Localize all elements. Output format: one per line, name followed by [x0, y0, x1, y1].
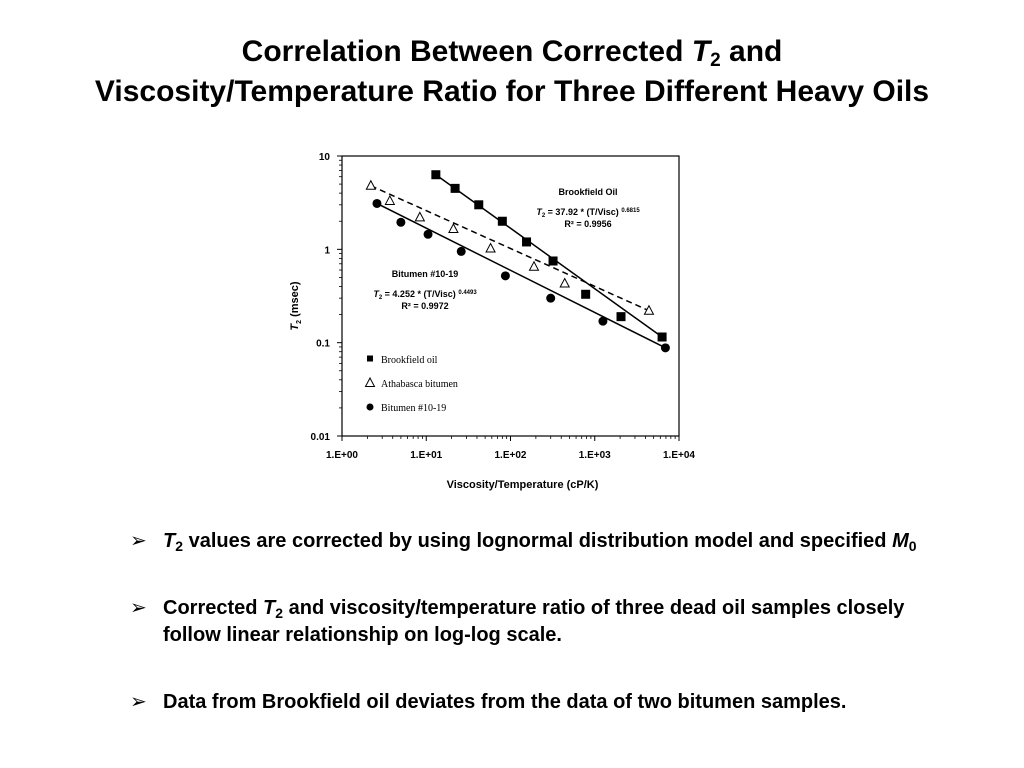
point-bitumen-10-19 [372, 198, 382, 208]
point-athabasca-bitumen [414, 211, 426, 222]
point-brookfield-oil [616, 312, 626, 322]
point-bitumen-10-19 [423, 229, 433, 239]
x-tick-label: 1.E+01 [410, 450, 442, 461]
point-athabasca-bitumen [448, 222, 459, 234]
title-line-1: Correlation Between Corrected T2 and [0, 32, 1024, 72]
fit-line-brookfield-oil [435, 174, 663, 338]
bullet-subscript-2: 0 [908, 538, 917, 554]
bullet-item-1: ➢ T2 values are corrected by using logno… [130, 528, 930, 555]
point-bitumen-10-19 [456, 246, 466, 256]
point-brookfield-oil [431, 170, 441, 180]
y-tick-label: 0.1 [316, 339, 330, 350]
title-variable: T [691, 35, 711, 68]
bullet-item-2: ➢ Corrected T2 and viscosity/temperature… [130, 595, 930, 649]
slide-title: Correlation Between Corrected T2 and Vis… [0, 32, 1024, 112]
y-axis-label: T2 (msec) [289, 281, 303, 330]
x-tick-label: 1.E+00 [326, 450, 358, 461]
x-axis-label: Viscosity/Temperature (cP/K) [447, 479, 599, 491]
point-brookfield-oil [522, 237, 532, 247]
point-bitumen-10-19 [500, 271, 510, 281]
point-brookfield-oil [548, 256, 558, 266]
annotation-brookfield-oil: Brookfield Oil T2 = 37.92 * (T/Visc) 0.68… [536, 187, 640, 229]
bullet-variable: T [263, 597, 276, 619]
annotation-r2: R² = 0.9972 [401, 301, 448, 311]
point-athabasca-bitumen [643, 304, 655, 315]
x-tick-label: 1.E+03 [579, 450, 611, 461]
annotation-equation: T2 = 4.252 * (T/Visc) 0.4493 [373, 289, 477, 301]
y-tick-label: 10 [319, 152, 331, 163]
legend-label: Bitumen #10-19 [381, 403, 446, 414]
point-athabasca-bitumen [528, 260, 540, 271]
point-brookfield-oil [474, 200, 484, 210]
bullet-text: and viscosity/temperature ratio of three… [163, 597, 905, 646]
annotation-bitumen-10-19: Bitumen #10-19 T2 = 4.252 * (T/Visc) 0.44… [373, 269, 477, 311]
title-text: Correlation Between Corrected [241, 35, 692, 68]
point-bitumen-10-19 [396, 217, 406, 227]
bullet-arrow-icon: ➢ [130, 597, 147, 619]
point-brookfield-oil [657, 332, 667, 342]
bullet-arrow-icon: ➢ [130, 530, 147, 552]
annotation-label: Bitumen #10-19 [392, 269, 459, 279]
legend-marker [367, 355, 373, 362]
point-athabasca-bitumen [365, 179, 377, 190]
bullet-text: values are corrected by using lognormal … [183, 530, 893, 552]
legend-label: Athabasca bitumen [381, 379, 458, 390]
bullet-item-3: ➢ Data from Brookfield oil deviates from… [130, 689, 930, 716]
legend-label: Brookfield oil [381, 355, 438, 366]
bullet-list: ➢ T2 values are corrected by using logno… [130, 528, 930, 756]
fit-line-bitumen-10-19 [376, 202, 666, 349]
fit-line-athabasca-bitumen [370, 185, 650, 312]
y-tick-label: 1 [324, 245, 330, 256]
annotation-label: Brookfield Oil [558, 187, 617, 197]
bullet-text-pre: Corrected [163, 597, 264, 619]
point-bitumen-10-19 [598, 316, 608, 326]
point-brookfield-oil [450, 183, 460, 193]
point-brookfield-oil [581, 289, 591, 299]
title-text-end: and [720, 35, 783, 68]
x-tick-label: 1.E+02 [495, 450, 527, 461]
point-bitumen-10-19 [546, 293, 556, 303]
legend-item-bitumen-10-19: Bitumen #10-19 [366, 403, 446, 414]
point-athabasca-bitumen [559, 277, 571, 288]
y-tick-label: 0.01 [311, 432, 331, 443]
annotation-equation: T2 = 37.92 * (T/Visc) 0.6815 [536, 207, 640, 219]
point-brookfield-oil [497, 216, 507, 226]
legend-marker [366, 403, 374, 411]
point-athabasca-bitumen [384, 194, 396, 205]
bullet-arrow-icon: ➢ [130, 691, 147, 713]
chart: 1.E+00 1.E+01 1.E+02 1.E+03 1.E+04 0.01 0.1 1 10… [289, 152, 695, 491]
legend-item-brookfield-oil: Brookfield oil [367, 355, 438, 366]
x-tick-label: 1.E+04 [663, 450, 695, 461]
bullet-text: Data from Brookfield oil deviates from t… [163, 691, 847, 713]
bullet-variable: T [163, 530, 176, 552]
legend-item-athabasca-bitumen: Athabasca bitumen [364, 376, 458, 390]
title-subscript: 2 [710, 50, 721, 71]
bullet-subscript: 2 [275, 605, 284, 621]
point-bitumen-10-19 [660, 343, 670, 353]
title-line-2: Viscosity/Temperature Ratio for Three Di… [94, 75, 930, 108]
annotation-r2: R² = 0.9956 [564, 219, 611, 229]
legend-marker [364, 376, 376, 387]
bullet-variable-2: M [892, 530, 909, 552]
point-athabasca-bitumen [485, 242, 496, 253]
plot-area: 1.E+00 1.E+01 1.E+02 1.E+03 1.E+04 0.01 0.1 1 10… [289, 152, 695, 491]
bullet-subscript: 2 [175, 538, 184, 554]
